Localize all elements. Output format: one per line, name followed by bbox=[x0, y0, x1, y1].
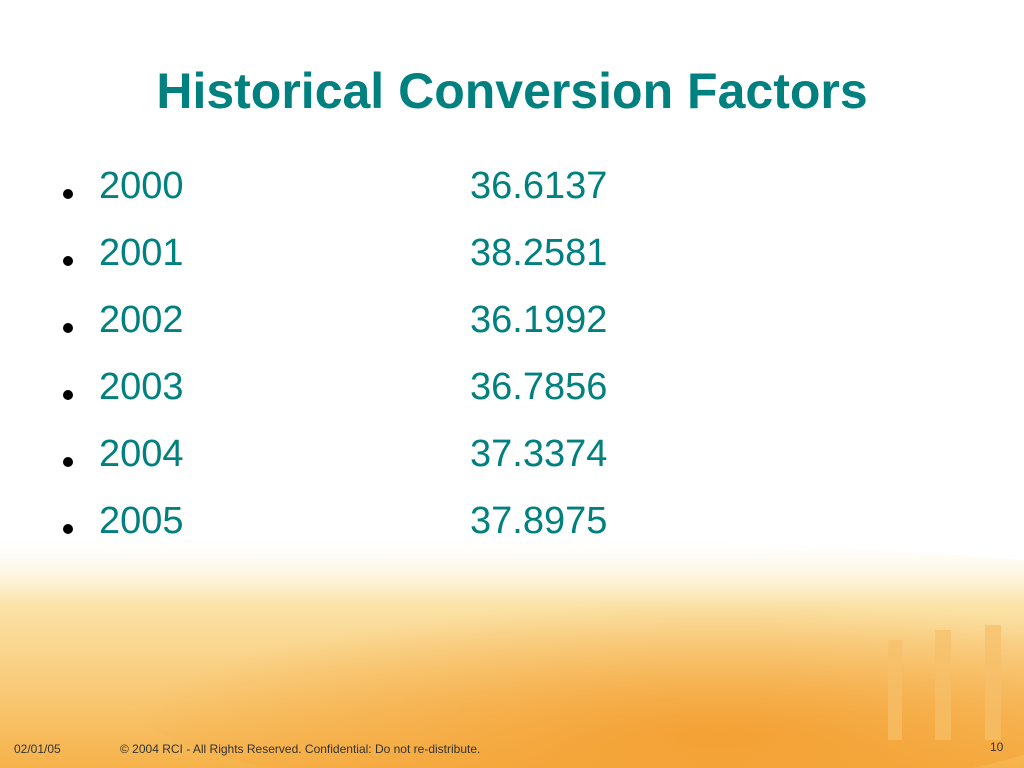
page-number: 10 bbox=[990, 740, 1004, 754]
factor: 36.7856 bbox=[470, 366, 608, 408]
year: 2004 bbox=[99, 433, 184, 475]
footer-copyright: © 2004 RCI - All Rights Reserved. Confid… bbox=[120, 742, 481, 756]
factor: 36.6137 bbox=[470, 165, 608, 207]
factor: 36.1992 bbox=[470, 299, 608, 341]
year: 2005 bbox=[99, 500, 184, 542]
year: 2002 bbox=[99, 299, 184, 341]
factor: 37.3374 bbox=[470, 433, 608, 475]
year: 2003 bbox=[99, 366, 184, 408]
title: Historical Conversion Factors bbox=[156, 63, 868, 119]
factor: 37.8975 bbox=[470, 500, 608, 542]
year: 2001 bbox=[99, 232, 184, 274]
year: 2000 bbox=[99, 165, 184, 207]
footer-date: 02/01/05 bbox=[14, 742, 61, 756]
factor: 38.2581 bbox=[470, 232, 608, 274]
